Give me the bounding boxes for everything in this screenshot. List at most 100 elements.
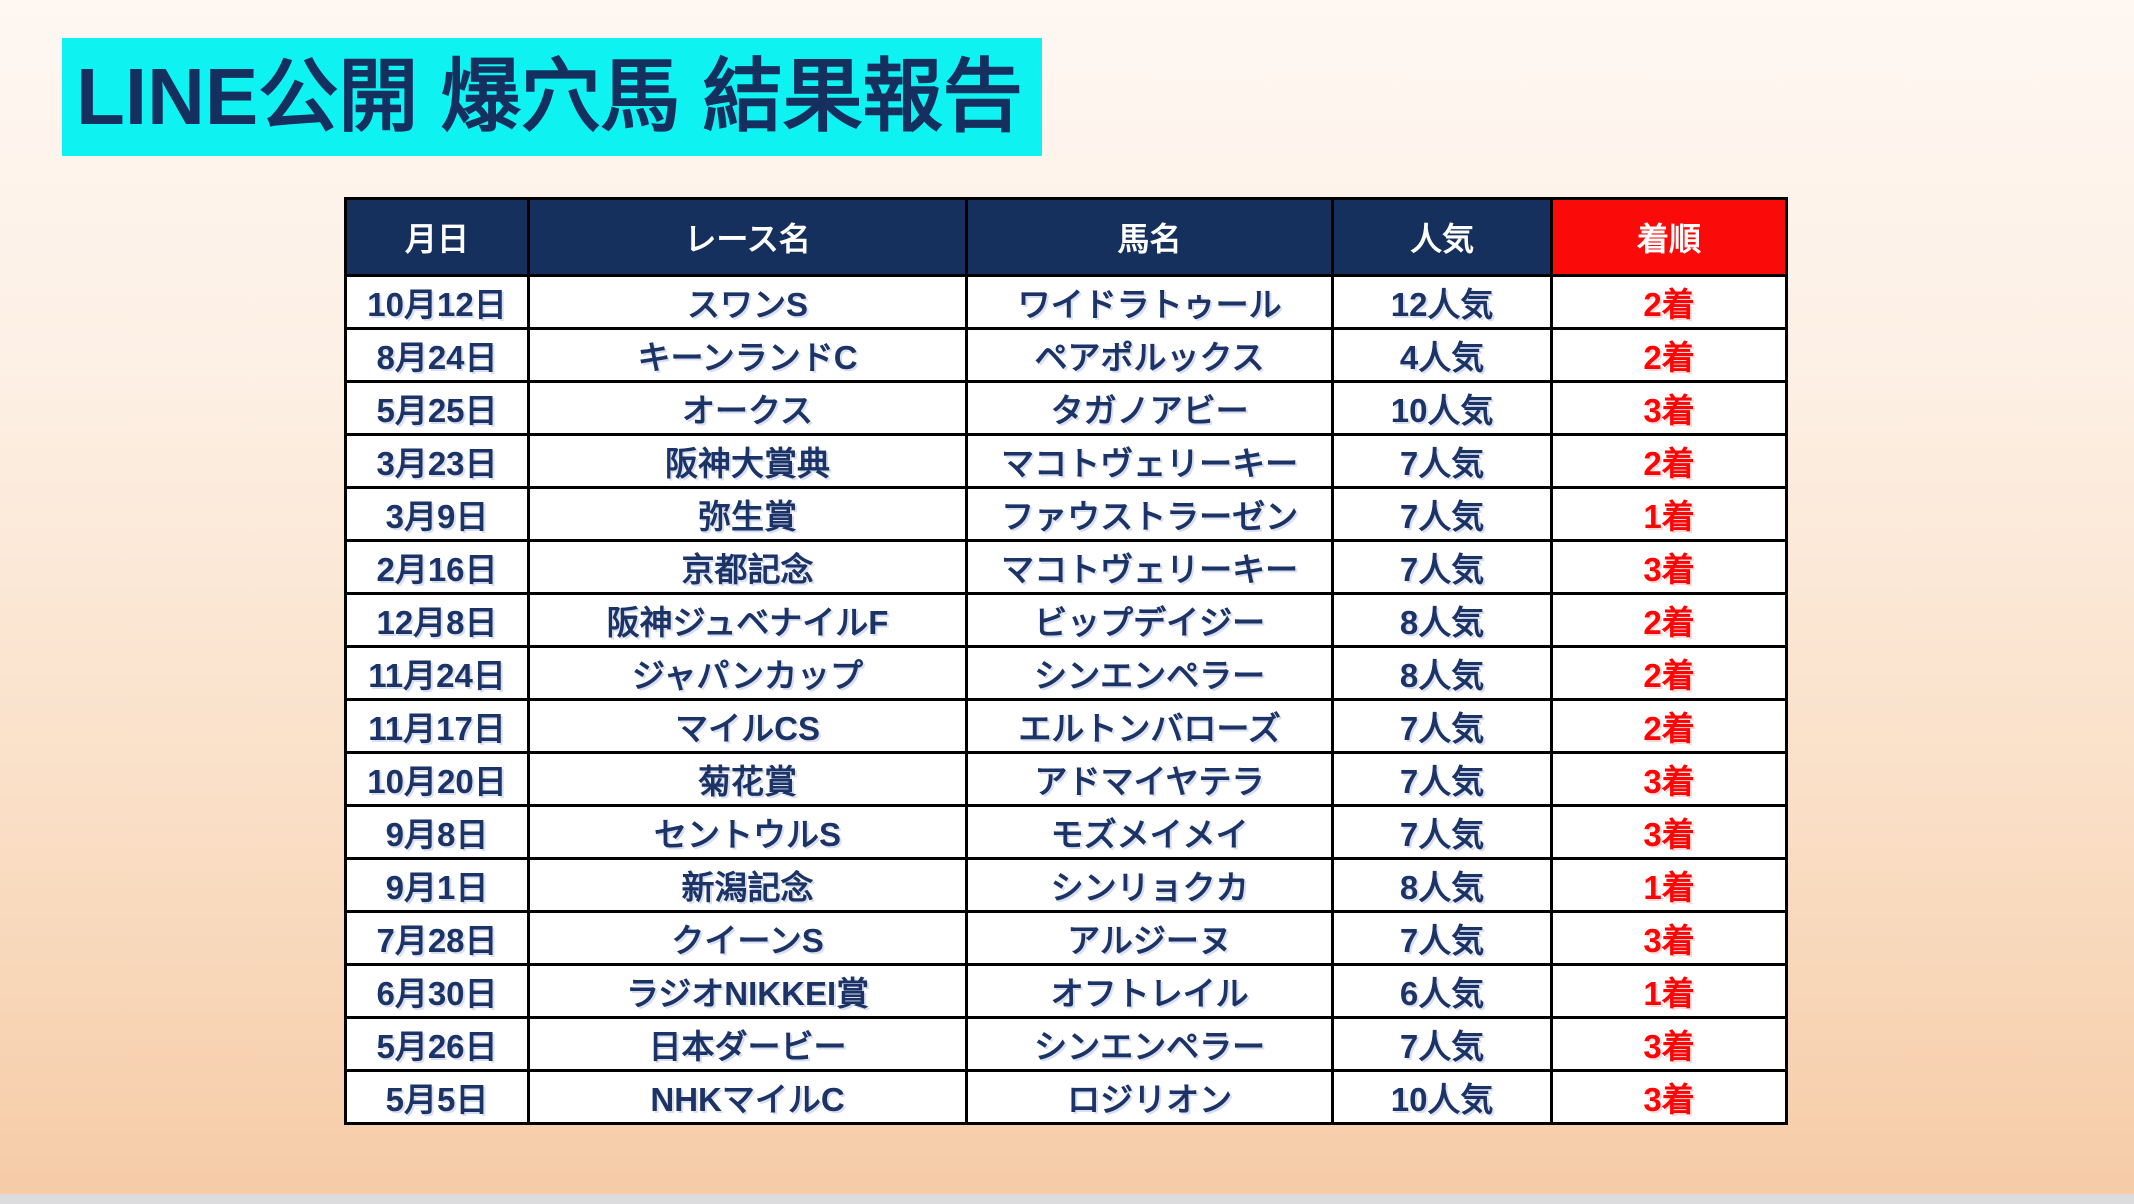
cell-race: スワンS	[526, 274, 969, 330]
cell-date: 11月24日	[344, 645, 530, 701]
cell-popularity: 7人気	[1331, 698, 1554, 754]
cell-popularity: 7人気	[1331, 910, 1554, 966]
cell-horse: アルジーヌ	[965, 910, 1335, 966]
cell-horse: ロジリオン	[965, 1069, 1335, 1125]
cell-date: 5月5日	[344, 1069, 530, 1125]
cell-horse: シンエンペラー	[965, 1016, 1335, 1072]
results-table-header: 月日 レース名 馬名 人気 着順	[344, 197, 1788, 277]
page-title: LINE公開 爆穴馬 結果報告	[76, 52, 1023, 141]
table-row: 5月25日 オークス タガノアビー 10人気 3着	[344, 380, 1788, 436]
column-header-horse: 馬名	[965, 197, 1335, 277]
cell-result: 1着	[1550, 486, 1788, 542]
cell-race: NHKマイルC	[526, 1069, 969, 1125]
cell-race: 菊花賞	[526, 751, 969, 807]
table-row: 3月23日 阪神大賞典 マコトヴェリーキー 7人気 2着	[344, 433, 1788, 489]
cell-date: 5月25日	[344, 380, 530, 436]
cell-result: 3着	[1550, 751, 1788, 807]
table-row: 12月8日 阪神ジュベナイルF ビップデイジー 8人気 2着	[344, 592, 1788, 648]
cell-popularity: 8人気	[1331, 857, 1554, 913]
table-row: 5月5日 NHKマイルC ロジリオン 10人気 3着	[344, 1069, 1788, 1125]
cell-popularity: 7人気	[1331, 751, 1554, 807]
cell-result: 3着	[1550, 1069, 1788, 1125]
cell-popularity: 7人気	[1331, 539, 1554, 595]
cell-date: 5月26日	[344, 1016, 530, 1072]
table-row: 10月12日 スワンS ワイドラトゥール 12人気 2着	[344, 274, 1788, 330]
cell-race: マイルCS	[526, 698, 969, 754]
cell-race: 弥生賞	[526, 486, 969, 542]
cell-horse: ファウストラーゼン	[965, 486, 1335, 542]
cell-horse: エルトンバローズ	[965, 698, 1335, 754]
cell-horse: シンリョクカ	[965, 857, 1335, 913]
table-row: 9月8日 セントウルS モズメイメイ 7人気 3着	[344, 804, 1788, 860]
column-header-result: 着順	[1550, 197, 1788, 277]
table-row: 5月26日 日本ダービー シンエンペラー 7人気 3着	[344, 1016, 1788, 1072]
cell-race: ジャパンカップ	[526, 645, 969, 701]
cell-popularity: 6人気	[1331, 963, 1554, 1019]
cell-horse: アドマイヤテラ	[965, 751, 1335, 807]
cell-race: オークス	[526, 380, 969, 436]
cell-race: ラジオNIKKEI賞	[526, 963, 969, 1019]
cell-date: 12月8日	[344, 592, 530, 648]
table-row: 9月1日 新潟記念 シンリョクカ 8人気 1着	[344, 857, 1788, 913]
cell-date: 8月24日	[344, 327, 530, 383]
cell-horse: シンエンペラー	[965, 645, 1335, 701]
cell-date: 10月12日	[344, 274, 530, 330]
cell-race: キーンランドC	[526, 327, 969, 383]
cell-result: 2着	[1550, 592, 1788, 648]
cell-date: 7月28日	[344, 910, 530, 966]
cell-popularity: 7人気	[1331, 804, 1554, 860]
cell-horse: ビップデイジー	[965, 592, 1335, 648]
cell-result: 3着	[1550, 380, 1788, 436]
cell-horse: ワイドラトゥール	[965, 274, 1335, 330]
table-row: 8月24日 キーンランドC ペアポルックス 4人気 2着	[344, 327, 1788, 383]
cell-race: 京都記念	[526, 539, 969, 595]
cell-race: クイーンS	[526, 910, 969, 966]
cell-result: 3着	[1550, 1016, 1788, 1072]
column-header-popularity: 人気	[1331, 197, 1554, 277]
cell-result: 1着	[1550, 857, 1788, 913]
table-row: 10月20日 菊花賞 アドマイヤテラ 7人気 3着	[344, 751, 1788, 807]
cell-race: 阪神ジュベナイルF	[526, 592, 969, 648]
cell-result: 2着	[1550, 274, 1788, 330]
table-row: 6月30日 ラジオNIKKEI賞 オフトレイル 6人気 1着	[344, 963, 1788, 1019]
cell-popularity: 10人気	[1331, 380, 1554, 436]
cell-horse: マコトヴェリーキー	[965, 433, 1335, 489]
slide-title-highlight: LINE公開 爆穴馬 結果報告	[62, 38, 1042, 156]
cell-result: 3着	[1550, 910, 1788, 966]
cell-popularity: 12人気	[1331, 274, 1554, 330]
cell-popularity: 7人気	[1331, 1016, 1554, 1072]
cell-race: 新潟記念	[526, 857, 969, 913]
cell-popularity: 8人気	[1331, 645, 1554, 701]
cell-date: 3月9日	[344, 486, 530, 542]
cell-result: 2着	[1550, 698, 1788, 754]
cell-result: 2着	[1550, 645, 1788, 701]
cell-race: 日本ダービー	[526, 1016, 969, 1072]
cell-popularity: 4人気	[1331, 327, 1554, 383]
cell-date: 10月20日	[344, 751, 530, 807]
cell-popularity: 7人気	[1331, 433, 1554, 489]
cell-horse: オフトレイル	[965, 963, 1335, 1019]
cell-result: 2着	[1550, 433, 1788, 489]
cell-result: 3着	[1550, 804, 1788, 860]
table-row: 7月28日 クイーンS アルジーヌ 7人気 3着	[344, 910, 1788, 966]
cell-popularity: 7人気	[1331, 486, 1554, 542]
table-row: 11月24日 ジャパンカップ シンエンペラー 8人気 2着	[344, 645, 1788, 701]
cell-date: 9月8日	[344, 804, 530, 860]
cell-date: 3月23日	[344, 433, 530, 489]
cell-race: セントウルS	[526, 804, 969, 860]
cell-popularity: 10人気	[1331, 1069, 1554, 1125]
window-bottom-edge	[0, 1194, 2134, 1204]
cell-race: 阪神大賞典	[526, 433, 969, 489]
cell-date: 9月1日	[344, 857, 530, 913]
results-table-body: 10月12日 スワンS ワイドラトゥール 12人気 2着 8月24日 キーンラン…	[344, 274, 1788, 1125]
cell-horse: モズメイメイ	[965, 804, 1335, 860]
cell-horse: タガノアビー	[965, 380, 1335, 436]
cell-horse: マコトヴェリーキー	[965, 539, 1335, 595]
cell-date: 11月17日	[344, 698, 530, 754]
cell-result: 2着	[1550, 327, 1788, 383]
results-table: 月日 レース名 馬名 人気 着順 10月12日 スワンS ワイドラトゥール 12…	[344, 197, 1788, 1125]
header-row: 月日 レース名 馬名 人気 着順	[344, 197, 1788, 277]
table-row: 11月17日 マイルCS エルトンバローズ 7人気 2着	[344, 698, 1788, 754]
cell-horse: ペアポルックス	[965, 327, 1335, 383]
column-header-date: 月日	[344, 197, 530, 277]
